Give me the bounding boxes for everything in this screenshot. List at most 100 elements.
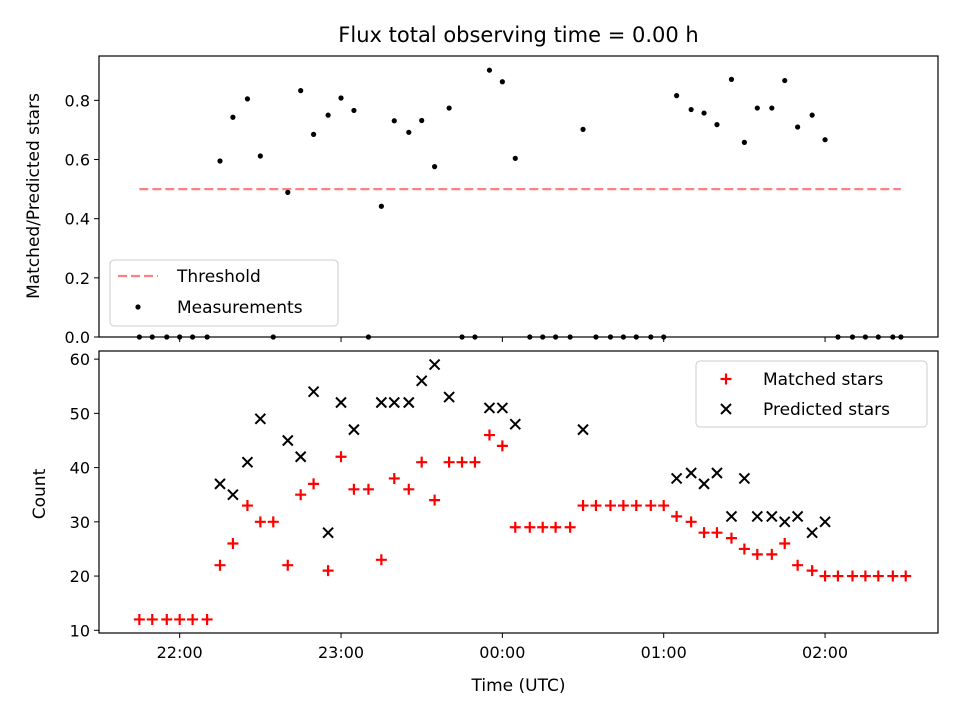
x-tick-label: 01:00 [641, 643, 687, 662]
bottom-panel-ylabel: Count [30, 468, 50, 519]
measurement-point [230, 114, 236, 120]
matched-star-point [308, 478, 320, 490]
matched-star-point [645, 500, 657, 512]
matched-star-point [335, 451, 347, 463]
matched-star-point [685, 516, 697, 528]
predicted-star-point [348, 423, 360, 436]
measurement-point [378, 203, 384, 209]
matched-star-point [658, 500, 670, 512]
matched-star-point [483, 429, 495, 441]
top-panel-title: Flux total observing time = 0.00 h [338, 23, 698, 47]
predicted-star-point [282, 434, 294, 447]
predicted-star-point [496, 402, 509, 414]
bottom-panel-frame [98, 350, 939, 634]
legend-predicted-marker [720, 403, 732, 415]
legend-predicted-label: Predicted stars [763, 400, 890, 420]
matched-star-point [429, 494, 441, 506]
matched-star-point [846, 570, 858, 582]
measurement-point [580, 126, 586, 132]
measurement-point [822, 137, 828, 143]
measurement-point [688, 106, 694, 113]
measurement-point [257, 153, 263, 159]
legend-matched-marker [720, 373, 732, 385]
matched-star-point [174, 613, 186, 625]
matched-star-point [322, 565, 334, 577]
y-tick-label: 0.2 [65, 269, 90, 288]
measurement-point [285, 189, 291, 195]
y-tick-label: 0.4 [65, 210, 90, 229]
matched-star-point [443, 456, 455, 468]
matched-star-point [887, 570, 899, 582]
matched-star-point [133, 613, 145, 625]
bottom-legend: Matched stars Predicted stars [695, 360, 928, 428]
top-panel: Flux total observing time = 0.00 h Match… [24, 23, 939, 347]
matched-star-point [819, 570, 831, 582]
predicted-star-point [227, 489, 239, 501]
measurement-point [486, 67, 493, 73]
predicted-star-point [254, 413, 267, 425]
legend-measurements-label: Measurements [177, 298, 303, 318]
matched-star-point [348, 483, 360, 495]
predicted-star-point [388, 396, 400, 409]
measurement-point [769, 105, 775, 111]
measurement-point [338, 95, 344, 101]
matched-star-point [267, 516, 279, 528]
matched-star-point [241, 500, 253, 512]
measurement-point [446, 105, 452, 111]
predicted-star-point [415, 375, 428, 387]
measurement-point [499, 79, 505, 85]
predicted-star-point [214, 478, 226, 490]
measurement-point [674, 93, 680, 99]
top-legend: Threshold Measurements [109, 259, 339, 327]
matched-star-point [550, 521, 562, 533]
matched-star-point [375, 554, 387, 566]
matched-star-point [496, 440, 508, 452]
y-tick-label: 60 [70, 350, 90, 369]
bottom-panel: Count Time (UTC) 10 20 30 40 50 60 22:00 23:00 0… [30, 350, 939, 696]
legend-matched-label: Matched stars [763, 370, 883, 390]
measurement-point [432, 164, 438, 170]
x-tick-label: 23:00 [318, 643, 364, 662]
measurement-point [351, 107, 357, 114]
top-plot-area: 0.0 0.2 0.4 0.6 0.8 [65, 67, 904, 347]
matched-star-point [725, 532, 737, 544]
matched-star-point [751, 548, 763, 560]
matched-star-point [227, 538, 239, 550]
top-panel-frame [98, 55, 939, 338]
predicted-star-point [483, 402, 496, 414]
matched-star-point [403, 483, 415, 495]
y-tick-label: 40 [70, 459, 90, 478]
matched-star-point [469, 456, 481, 468]
predicted-star-point [443, 391, 455, 403]
y-tick-label: 20 [70, 567, 90, 586]
matched-star-point [792, 559, 804, 571]
legend-predicted-swatch [720, 403, 732, 415]
legend-box [695, 360, 928, 428]
matched-star-point [671, 510, 683, 522]
measurement-point [714, 122, 720, 128]
predicted-star-point [819, 516, 831, 528]
matched-star-point [766, 548, 778, 560]
measurement-point [325, 112, 331, 118]
predicted-star-point [698, 478, 710, 490]
x-tick-label: 00:00 [479, 643, 525, 662]
matched-star-point [388, 472, 400, 484]
y-tick-label: 10 [70, 621, 90, 640]
measurement-point [217, 158, 223, 164]
matched-star-point [282, 559, 294, 571]
matched-star-point [509, 521, 521, 533]
predicted-star-point [322, 526, 334, 539]
matched-star-point [564, 521, 576, 533]
predicted-star-point [791, 510, 804, 523]
bottom-plot-area: 10 20 30 40 50 60 22:00 23:00 00:00 01:00 02:00 [70, 350, 912, 662]
top-panel-ylabel: Matched/Predicted stars [24, 93, 44, 299]
matched-star-point [577, 500, 589, 512]
matched-star-point [711, 527, 723, 539]
predicted-star-point [577, 423, 589, 436]
y-tick-label: 0.6 [65, 151, 90, 170]
matched-star-point [738, 543, 750, 555]
matched-star-point [698, 527, 710, 539]
measurement-point [754, 105, 760, 111]
